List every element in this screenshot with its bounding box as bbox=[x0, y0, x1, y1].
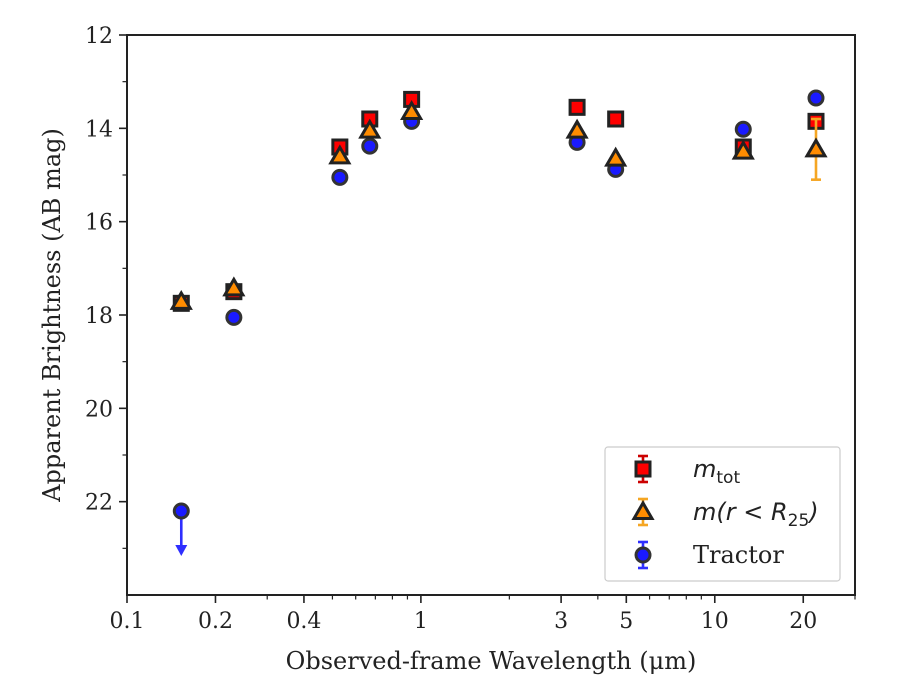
series-circle bbox=[172, 89, 825, 556]
y-tick-label: 16 bbox=[85, 211, 113, 236]
legend-label: mtot bbox=[693, 455, 740, 488]
series-triangle bbox=[169, 100, 828, 310]
data-point-circle bbox=[331, 168, 349, 186]
data-point-circle bbox=[734, 120, 752, 138]
x-tick-label: 0.4 bbox=[286, 609, 321, 634]
legend-label: Tractor bbox=[693, 541, 784, 569]
plot-frame bbox=[126, 34, 856, 596]
series-square bbox=[172, 90, 825, 312]
legend-marker-triangle bbox=[631, 500, 655, 520]
data-point-square bbox=[607, 110, 625, 128]
y-tick-label: 14 bbox=[85, 117, 113, 142]
data-point-triangle bbox=[565, 118, 589, 139]
y-tick-label: 18 bbox=[85, 304, 113, 329]
legend-marker-square bbox=[634, 460, 652, 478]
legend-marker-circle bbox=[634, 546, 652, 564]
x-tick-label: 0.1 bbox=[110, 609, 145, 634]
legend-frame bbox=[604, 446, 841, 582]
x-tick-label: 3 bbox=[554, 609, 568, 634]
data-point-triangle bbox=[358, 118, 382, 139]
data-point-triangle bbox=[328, 144, 352, 165]
data-point-circle bbox=[225, 308, 243, 326]
data-point-triangle bbox=[731, 139, 755, 160]
data-point-circle bbox=[807, 89, 825, 107]
y-tick-label: 12 bbox=[85, 24, 113, 49]
y-tick-label: 22 bbox=[85, 491, 113, 516]
x-axis-title: Observed-frame Wavelength (μm) bbox=[286, 647, 697, 675]
data-point-circle bbox=[172, 502, 190, 520]
x-tick-label: 20 bbox=[789, 609, 817, 634]
data-point-circle bbox=[361, 137, 379, 155]
data-point-triangle bbox=[604, 146, 628, 167]
y-tick-label: 20 bbox=[85, 397, 113, 422]
x-tick-label: 0.2 bbox=[198, 609, 233, 634]
x-tick-label: 5 bbox=[619, 609, 633, 634]
x-tick-label: 10 bbox=[701, 609, 729, 634]
legend: mtot m(r < R25) Tractor bbox=[604, 446, 841, 582]
data-point-triangle bbox=[804, 137, 828, 158]
y-axis-title: Apparent Brightness (AB mag) bbox=[38, 128, 66, 503]
upper-limit-arrow-head bbox=[175, 545, 188, 556]
data-point-triangle bbox=[222, 276, 246, 297]
data-point-square bbox=[568, 98, 586, 116]
x-tick-label: 1 bbox=[414, 609, 428, 634]
legend-label: m(r < R25) bbox=[693, 498, 819, 531]
data-point-triangle bbox=[169, 289, 193, 310]
data-point-triangle bbox=[400, 100, 424, 120]
